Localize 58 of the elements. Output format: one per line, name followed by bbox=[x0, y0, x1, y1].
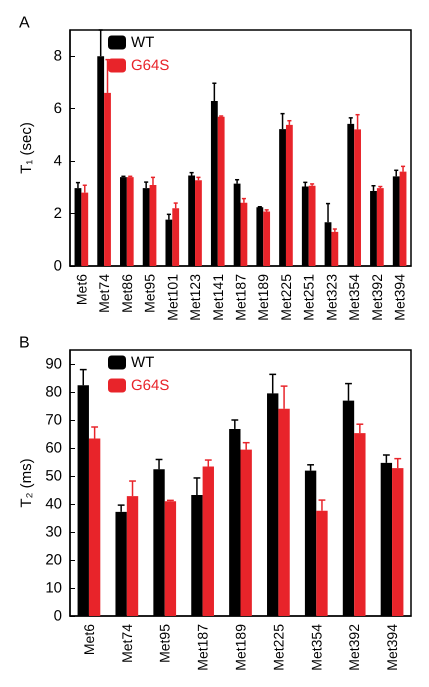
legend-label: G64S bbox=[131, 57, 170, 74]
y-tick-label: 6 bbox=[54, 100, 62, 118]
x-tick-label: Met74 bbox=[118, 624, 135, 663]
y-tick-label: 2 bbox=[54, 205, 62, 222]
y-tick-label: 10 bbox=[45, 580, 62, 596]
x-tick-label: Met189 bbox=[232, 624, 248, 671]
legend-label: WT bbox=[131, 34, 154, 51]
x-tick-label: Met95 bbox=[142, 274, 158, 313]
y-tick-label: 20 bbox=[45, 552, 62, 568]
x-tick-label: Met354 bbox=[346, 274, 362, 321]
x-tick-label: Met251 bbox=[300, 274, 317, 321]
y-tick-label: 8 bbox=[54, 48, 62, 65]
x-tick-label: Met392 bbox=[368, 274, 385, 321]
bar bbox=[263, 211, 270, 266]
x-tick-label: Met141 bbox=[210, 274, 226, 321]
x-tick-label: Met394 bbox=[384, 624, 400, 671]
x-tick-label: Met225 bbox=[278, 274, 294, 321]
x-tick-label: Met6 bbox=[80, 624, 97, 656]
bar bbox=[376, 188, 384, 266]
y-tick-label: 50 bbox=[45, 468, 62, 484]
x-tick-label: Met394 bbox=[392, 274, 408, 321]
chart-title: A bbox=[19, 14, 30, 32]
bar bbox=[240, 202, 248, 266]
x-tick-label: Met6 bbox=[73, 274, 90, 306]
bar bbox=[218, 116, 225, 266]
bar bbox=[164, 501, 176, 616]
x-tick-label: Met187 bbox=[232, 274, 248, 321]
y-tick-label: 40 bbox=[45, 496, 62, 512]
y-tick-label: 80 bbox=[45, 384, 62, 400]
bar bbox=[286, 124, 293, 266]
y-axis-title: T₂ (ms) bbox=[18, 458, 35, 508]
bar bbox=[331, 232, 338, 266]
bar bbox=[126, 177, 134, 266]
legend-label: WT bbox=[131, 354, 154, 371]
x-tick-label: Met101 bbox=[164, 274, 180, 321]
y-tick-label: 0 bbox=[54, 258, 62, 274]
x-tick-label: Met95 bbox=[156, 624, 173, 663]
y-tick-label: 90 bbox=[45, 356, 62, 372]
x-tick-label: Met225 bbox=[270, 624, 286, 671]
chart-title: B bbox=[19, 334, 30, 352]
x-tick-label: Met392 bbox=[346, 624, 362, 671]
bar bbox=[172, 208, 180, 266]
x-tick-label: Met123 bbox=[187, 274, 204, 321]
x-tick-label: Met86 bbox=[118, 274, 135, 313]
x-tick-label: Met323 bbox=[323, 274, 340, 321]
y-axis-title: T₁ (sec) bbox=[18, 122, 35, 174]
y-tick-label: 30 bbox=[45, 524, 62, 540]
y-tick-label: 4 bbox=[54, 152, 62, 170]
x-tick-label: Met354 bbox=[308, 624, 324, 671]
y-tick-label: 70 bbox=[45, 412, 62, 428]
x-tick-label: Met187 bbox=[194, 624, 211, 671]
bar bbox=[195, 180, 202, 266]
x-tick-label: Met189 bbox=[255, 274, 272, 321]
y-tick-label: 0 bbox=[54, 608, 62, 624]
x-tick-label: Met74 bbox=[96, 274, 112, 313]
legend-label: G64S bbox=[131, 377, 170, 394]
y-tick-label: 60 bbox=[45, 440, 62, 456]
bar bbox=[308, 186, 316, 266]
